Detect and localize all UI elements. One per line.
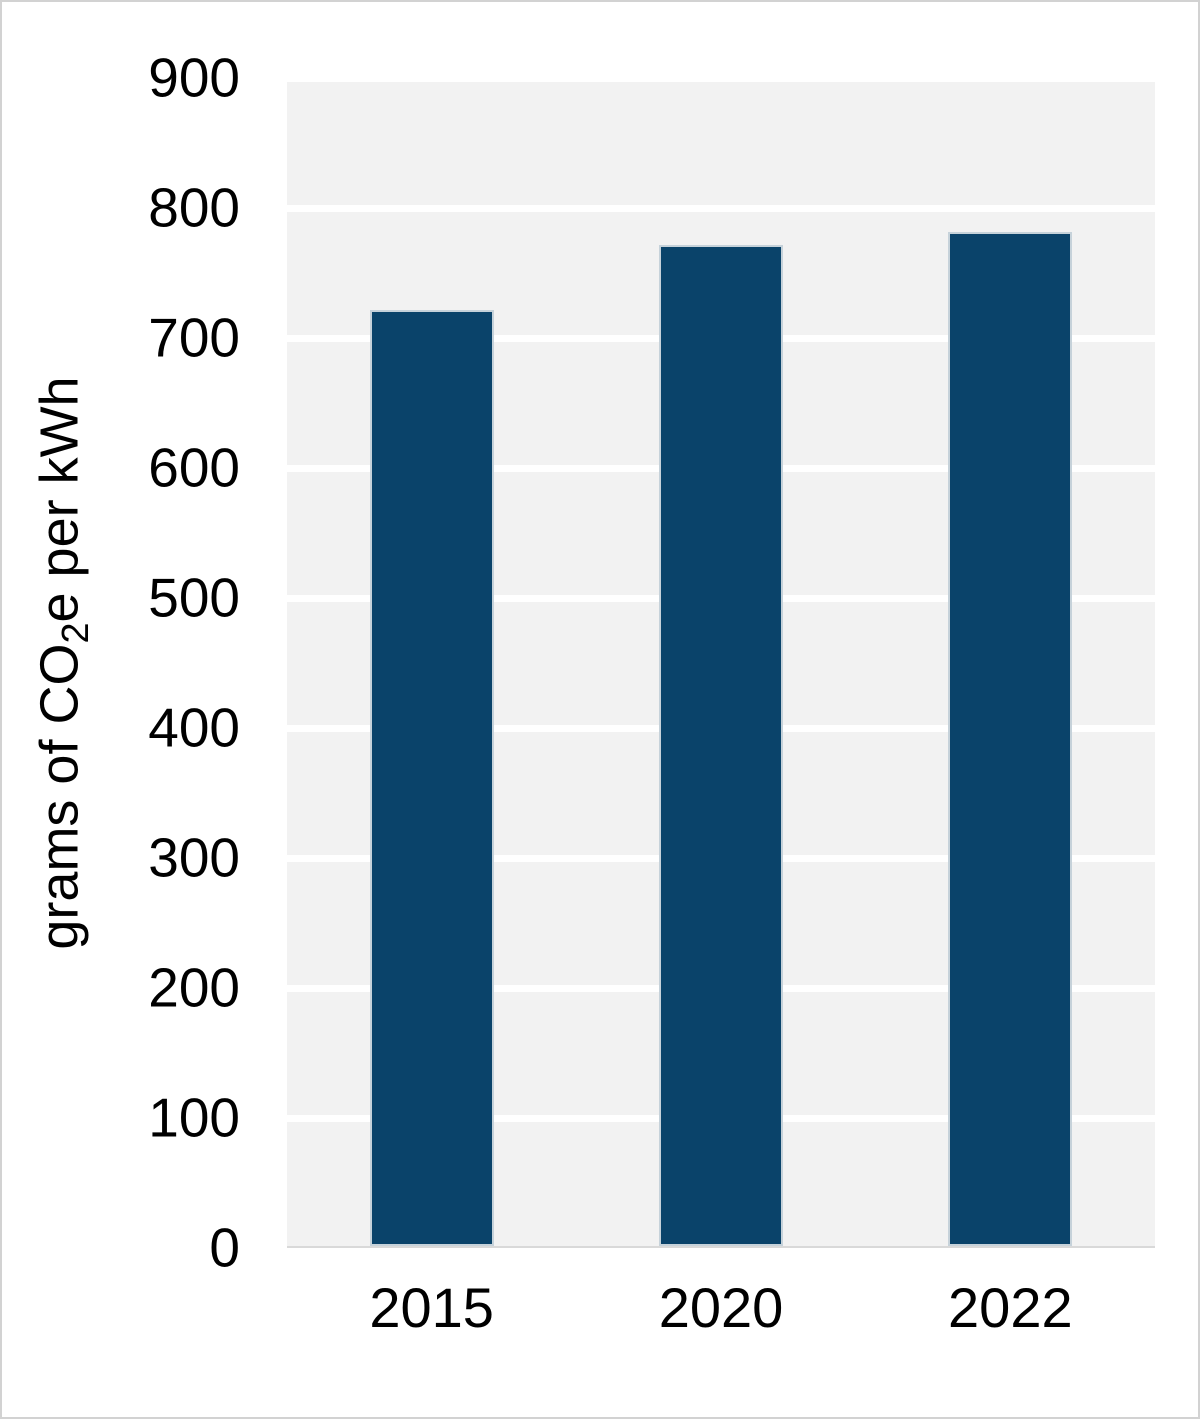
y-axis-title-subscript: 2 xyxy=(54,622,97,644)
gridline-800 xyxy=(287,204,1155,212)
x-category-label-2020: 2020 xyxy=(658,1276,784,1339)
y-tick-label-400: 400 xyxy=(148,696,240,759)
y-tick-label-500: 500 xyxy=(148,566,240,629)
bar-2015 xyxy=(369,310,494,1246)
gridline-900 xyxy=(287,78,1155,82)
y-tick-label-100: 100 xyxy=(148,1086,240,1149)
y-axis-title-text: grams of CO xyxy=(29,643,90,950)
y-tick-label-0: 0 xyxy=(209,1216,240,1279)
y-tick-label-300: 300 xyxy=(148,826,240,889)
plot-area xyxy=(287,78,1155,1248)
y-tick-label-900: 900 xyxy=(148,46,240,109)
bar-2020 xyxy=(659,245,783,1246)
y-tick-label-700: 700 xyxy=(148,306,240,369)
bar-2022 xyxy=(948,232,1073,1246)
y-tick-label-200: 200 xyxy=(148,956,240,1019)
x-category-label-2022: 2022 xyxy=(948,1276,1073,1339)
y-tick-label-600: 600 xyxy=(148,436,240,499)
x-category-label-2015: 2015 xyxy=(369,1276,494,1339)
y-tick-label-800: 800 xyxy=(148,176,240,239)
